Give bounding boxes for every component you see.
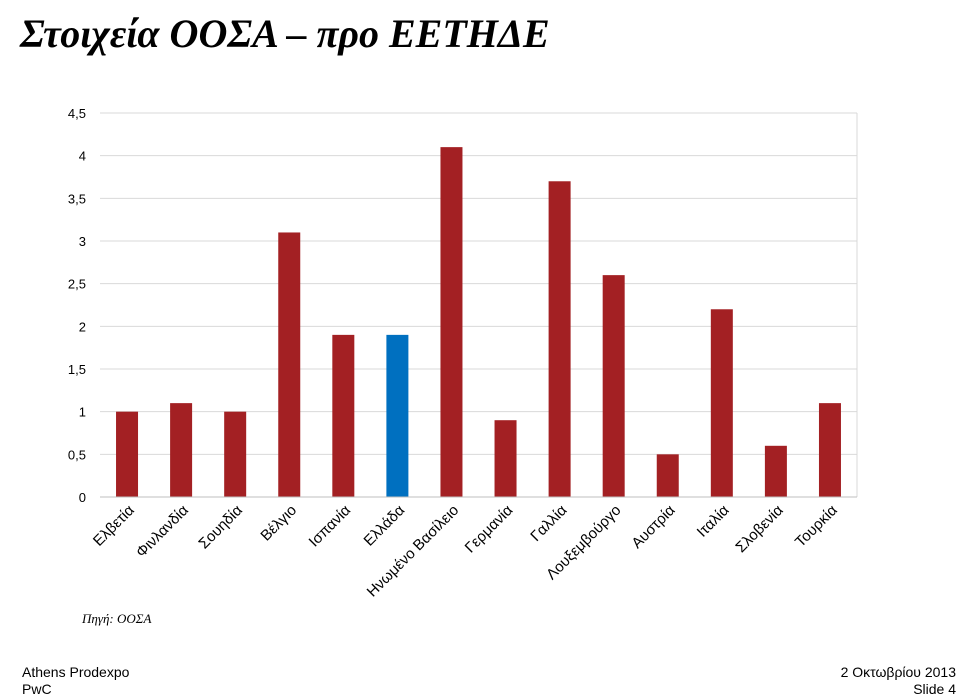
x-tick-label: Ισπανία — [306, 502, 355, 551]
x-tick-label: Σουηδία — [195, 502, 246, 553]
bar — [332, 334, 355, 497]
x-tick-label: Ελλάδα — [361, 502, 409, 550]
bar — [278, 232, 301, 497]
y-tick-label: 0,5 — [68, 447, 86, 462]
y-tick-label: 3 — [79, 234, 86, 249]
bar — [440, 147, 463, 497]
footer-slide-number: Slide 4 — [913, 681, 956, 697]
y-tick-label: 4,5 — [68, 106, 86, 121]
bar — [602, 275, 625, 497]
x-tick-label: Ελβετία — [90, 502, 138, 550]
bar — [494, 420, 517, 497]
y-axis-ticks: 0 0,5 1 1,5 2 2,5 3 3,5 4 4,5 — [68, 106, 86, 505]
bar — [224, 411, 247, 497]
footer-event: Athens Prodexpo — [22, 664, 130, 680]
x-tick-label: Φινλανδία — [133, 502, 192, 561]
x-tick-label: Ηνωμένο Βασίλειο — [364, 502, 463, 601]
source-note: Πηγή: ΟΟΣΑ — [82, 611, 152, 626]
x-tick-label: Τουρκία — [792, 502, 841, 551]
bars — [116, 147, 841, 497]
bar — [656, 454, 679, 497]
y-tick-label: 4 — [79, 149, 86, 164]
x-tick-label: Γαλλία — [527, 502, 570, 545]
gridlines — [100, 112, 858, 497]
x-tick-label: Αυστρία — [628, 502, 678, 552]
bar — [710, 309, 733, 497]
y-tick-label: 3,5 — [68, 191, 86, 206]
y-tick-label: 1,5 — [68, 362, 86, 377]
bar — [170, 403, 193, 497]
x-tick-label: Ιταλία — [694, 502, 733, 541]
x-tick-label: Βέλγιο — [257, 502, 300, 545]
bar — [548, 181, 571, 497]
bar — [764, 445, 787, 497]
slide-title: Στοιχεία ΟΟΣΑ – προ ΕΕΤΗΔΕ — [20, 11, 550, 56]
bar — [116, 411, 139, 497]
footer-date: 2 Οκτωβρίου 2013 — [840, 664, 956, 680]
x-tick-label: Σλοβενία — [732, 502, 786, 556]
y-tick-label: 2 — [79, 319, 86, 334]
x-tick-label: Γερμανία — [462, 502, 517, 557]
bar — [386, 334, 409, 497]
footer-company: PwC — [22, 681, 52, 697]
y-tick-label: 2,5 — [68, 277, 86, 292]
y-tick-label: 1 — [79, 405, 86, 420]
y-tick-label: 0 — [79, 490, 86, 505]
bar — [818, 403, 841, 497]
